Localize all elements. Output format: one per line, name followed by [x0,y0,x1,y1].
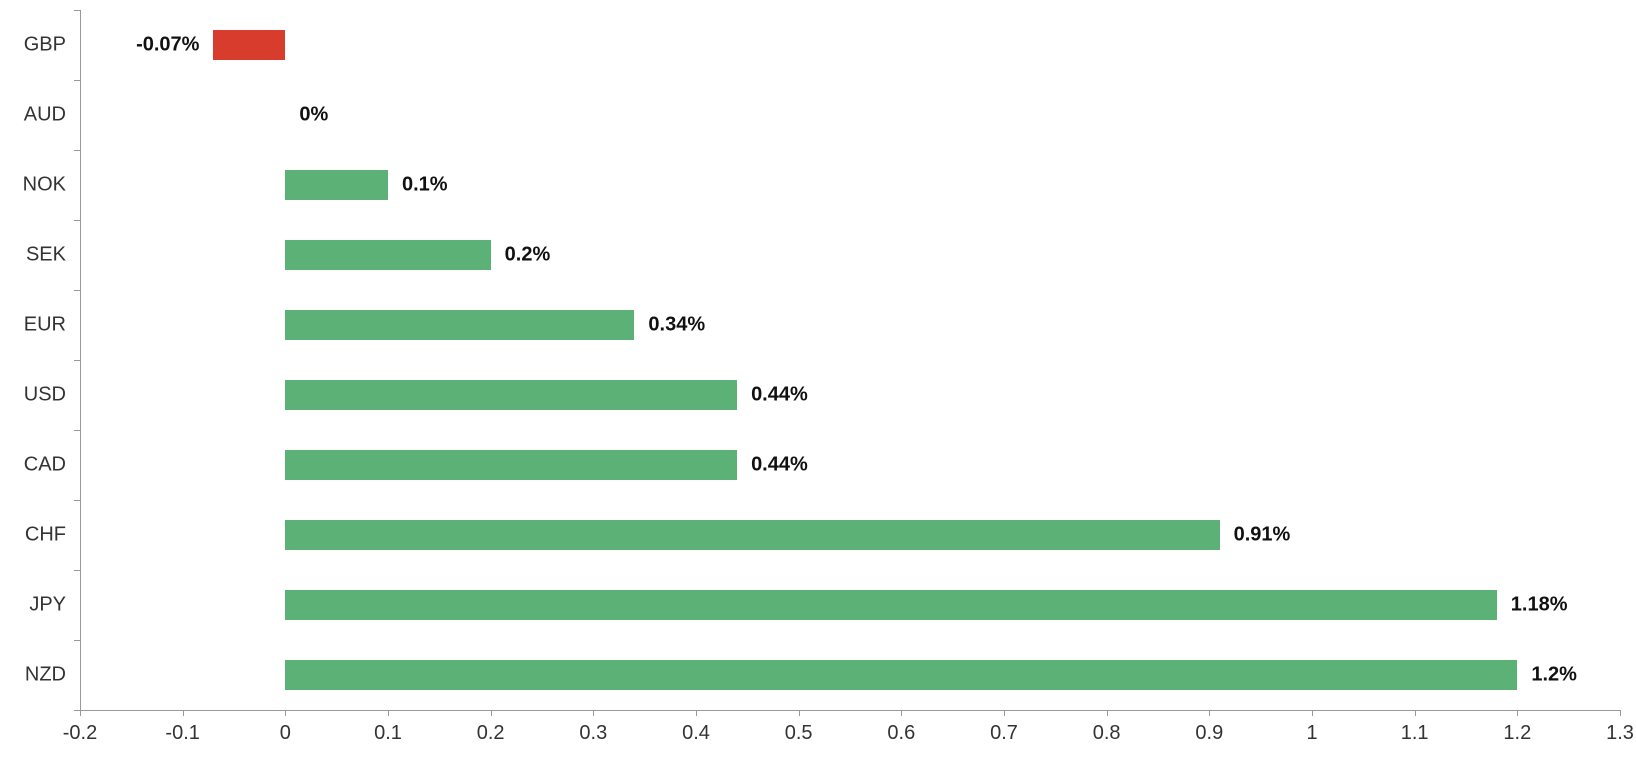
bar [285,310,634,339]
x-tick-label: 1 [1306,722,1317,745]
x-axis-line [80,710,1620,711]
bar-value-label: 0.1% [402,174,448,197]
x-tick-label: 0.5 [785,722,813,745]
y-tick [74,80,80,81]
x-tick [901,710,902,716]
bar [285,380,737,409]
y-tick [74,290,80,291]
y-category-label: CHF [25,524,66,547]
x-tick-label: 0 [280,722,291,745]
bar-value-label: 0.44% [751,454,808,477]
y-tick [74,150,80,151]
bar [285,240,490,269]
y-category-label: JPY [29,594,66,617]
y-category-label: NOK [23,174,66,197]
x-tick [183,710,184,716]
y-category-label: SEK [26,244,66,267]
bar-value-label: 1.18% [1511,594,1568,617]
y-category-label: CAD [24,454,66,477]
bar-value-label: 0.44% [751,384,808,407]
x-tick-label: 0.1 [374,722,402,745]
x-tick-label: -0.2 [63,722,97,745]
y-category-label: EUR [24,314,66,337]
y-category-label: GBP [24,34,66,57]
y-tick [74,10,80,11]
bar [285,590,1496,619]
x-tick [491,710,492,716]
bar [285,170,388,199]
x-tick [593,710,594,716]
x-tick-label: 0.6 [887,722,915,745]
y-tick [74,640,80,641]
bar [285,450,737,479]
x-tick [388,710,389,716]
currency-bar-chart: GBP AUD NOK SEK EUR USD CAD CHF JPY NZD -0.2 -0.1 0 0… [0,0,1636,766]
y-axis-line [80,10,81,710]
x-tick [799,710,800,716]
x-tick-label: 1.2 [1503,722,1531,745]
x-tick-label: 1.3 [1606,722,1634,745]
x-tick-label: 1.1 [1401,722,1429,745]
y-tick [74,220,80,221]
x-tick [1004,710,1005,716]
x-tick [696,710,697,716]
x-tick-label: 0.8 [1093,722,1121,745]
bar [213,30,285,59]
x-tick-label: 0.3 [579,722,607,745]
bar-value-label: -0.07% [136,34,199,57]
y-tick [74,360,80,361]
bar [285,660,1517,689]
x-tick-label: 0.7 [990,722,1018,745]
y-category-label: NZD [25,664,66,687]
y-tick [74,570,80,571]
bar [285,520,1219,549]
x-tick [285,710,286,716]
bar-value-label: 0.91% [1234,524,1291,547]
y-tick [74,430,80,431]
bar-value-label: 0.34% [648,314,705,337]
bar-value-label: 0% [299,104,328,127]
x-tick [1312,710,1313,716]
x-tick [1415,710,1416,716]
bar-value-label: 1.2% [1531,664,1577,687]
x-tick-label: 0.2 [477,722,505,745]
x-tick-label: -0.1 [165,722,199,745]
y-category-label: AUD [24,104,66,127]
x-tick-label: 0.9 [1195,722,1223,745]
bar-value-label: 0.2% [505,244,551,267]
y-tick [74,500,80,501]
x-tick-label: 0.4 [682,722,710,745]
y-category-label: USD [24,384,66,407]
x-tick [1620,710,1621,716]
x-tick [1107,710,1108,716]
x-tick [80,710,81,716]
x-tick [1517,710,1518,716]
x-tick [1209,710,1210,716]
